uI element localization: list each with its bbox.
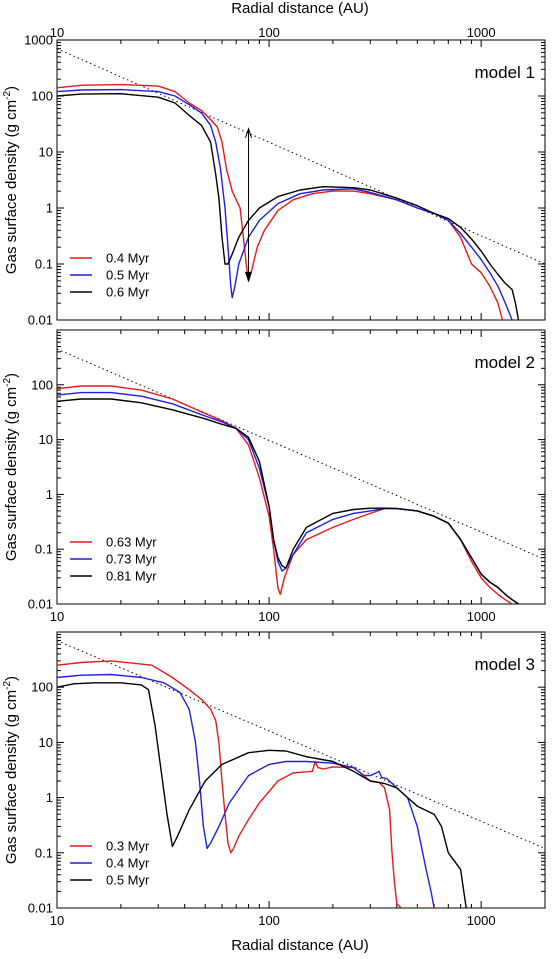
series-line [57, 673, 435, 908]
legend-label: 0.4 Myr [106, 251, 150, 266]
panel-label: model 3 [475, 655, 535, 674]
x-tick-label: 100 [258, 913, 280, 928]
panel-frame [56, 329, 546, 605]
arrow-head [245, 127, 253, 138]
legend: 0.63 Myr 0.73 Myr 0.81 Myr [70, 535, 157, 584]
y-tick-label: 100 [31, 377, 53, 392]
plot-area [57, 48, 545, 320]
plot-area [57, 348, 545, 604]
legend-label: 0.81 Myr [106, 569, 157, 584]
series-line [57, 385, 513, 604]
y-tick-label: 0.1 [35, 845, 53, 860]
y-axis-title-sup: -2 [2, 681, 13, 690]
plot-area [57, 640, 545, 908]
power-law-line [57, 640, 545, 849]
y-axis-title: Gas surface density (g cm-2) [2, 373, 20, 561]
legend-label: 0.5 Myr [106, 268, 150, 283]
y-axis-title: Gas surface density (g cm-2) [2, 86, 20, 274]
x-tick-label: 1000 [467, 25, 496, 40]
legend: 0.3 Myr 0.4 Myr 0.5 Myr [70, 839, 150, 888]
legend-label: 0.73 Myr [106, 552, 157, 567]
x-tick-label: 10 [50, 913, 64, 928]
legend-label: 0.63 Myr [106, 535, 157, 550]
y-axis-title-main: Gas surface density (g cm [3, 690, 20, 864]
y-tick-label: 1 [46, 790, 53, 805]
y-tick-label: 1 [46, 201, 53, 216]
x-tick-label: 100 [258, 609, 280, 624]
y-axis-title-close: ) [3, 373, 20, 378]
bottom-axis-title: Radial distance (AU) [231, 937, 369, 954]
power-law-line [57, 48, 545, 265]
y-tick-label: 0.01 [28, 901, 53, 916]
panel-label: model 1 [475, 63, 535, 82]
legend-label: 0.6 Myr [106, 285, 150, 300]
legend-label: 0.3 Myr [106, 839, 150, 854]
x-tick-label: 10 [50, 25, 64, 40]
panel-2: 0.01 0.1 1 10 100 10 100 1000 Gas surface densit… [2, 329, 546, 624]
panel-frame [56, 39, 546, 321]
y-tick-label: 1 [46, 487, 53, 502]
series-line [57, 682, 467, 908]
y-tick-label: 0.01 [28, 313, 53, 328]
y-axis-title-sup: -2 [2, 378, 13, 387]
y-axis-title-close: ) [3, 676, 20, 681]
y-axis-title-sup: -2 [2, 91, 13, 100]
arrow-head [245, 271, 253, 283]
y-tick-label: 100 [31, 89, 53, 104]
y-axis-title-main: Gas surface density (g cm [3, 100, 20, 274]
y-tick-label: 10 [39, 735, 53, 750]
y-tick-label: 0.01 [28, 597, 53, 612]
y-tick-label: 1000 [24, 33, 53, 48]
y-tick-label: 0.1 [35, 257, 53, 272]
x-tick-label: 10 [50, 609, 64, 624]
power-law-line [57, 348, 545, 560]
series-line [57, 398, 519, 604]
y-axis-title-main: Gas surface density (g cm [3, 387, 20, 561]
panel-label: model 2 [475, 353, 535, 372]
y-tick-label: 10 [39, 145, 53, 160]
y-axis-title: Gas surface density (g cm-2) [2, 676, 20, 864]
legend: 0.4 Myr 0.5 Myr 0.6 Myr [70, 251, 150, 300]
series-line [57, 93, 520, 320]
legend-label: 0.5 Myr [106, 873, 150, 888]
panel-frame [56, 631, 546, 909]
series-line [57, 660, 435, 908]
top-axis-title: Radial distance (AU) [231, 0, 369, 17]
panel-3: 0.01 0.1 1 10 100 10 100 1000 Gas surface densit… [2, 631, 546, 928]
y-tick-label: 100 [31, 680, 53, 695]
x-tick-label: 1000 [467, 609, 496, 624]
x-tick-label: 100 [258, 25, 280, 40]
y-axis-title-close: ) [3, 86, 20, 91]
x-tick-label: 1000 [467, 913, 496, 928]
series-line [57, 88, 513, 320]
y-tick-label: 0.1 [35, 542, 53, 557]
legend-label: 0.4 Myr [106, 856, 150, 871]
y-tick-label: 10 [39, 432, 53, 447]
